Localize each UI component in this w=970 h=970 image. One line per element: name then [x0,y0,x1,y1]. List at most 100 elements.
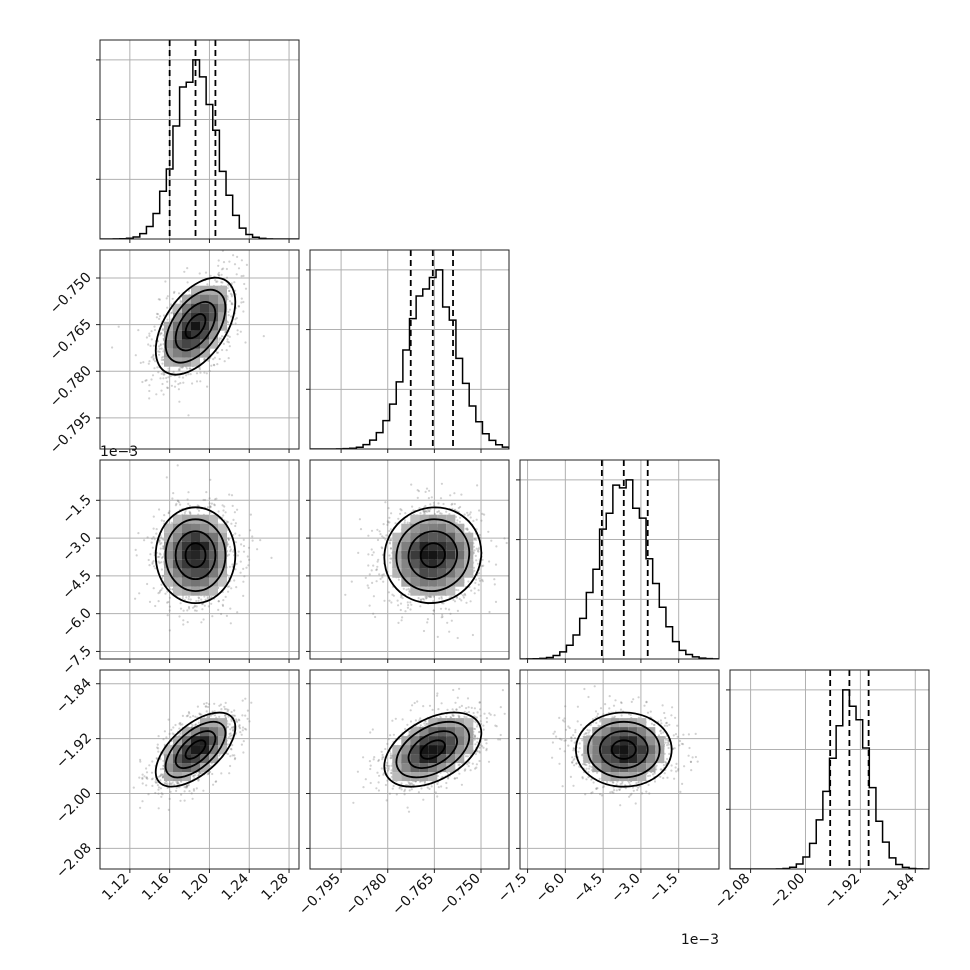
sample-point [164,592,167,595]
sample-point [389,547,393,550]
sample-point [230,587,233,590]
sample-point [162,329,165,332]
sample-point [150,378,153,381]
sample-point [188,510,191,513]
sample-point [204,598,207,601]
density-cell [209,303,218,313]
sample-point [473,592,476,595]
sample-point [256,548,259,551]
sample-point [217,341,220,344]
sample-point [226,585,229,588]
density-cell [437,586,447,596]
sample-point [230,719,233,723]
sample-point [157,592,160,595]
sample-point [242,594,245,598]
sample-point [242,550,246,553]
sample-point [228,732,231,736]
sample-point [242,538,245,542]
sample-point [226,338,229,341]
density-cell [200,303,209,313]
sample-point [481,512,484,516]
sample-point [208,369,211,373]
sample-point [208,502,211,505]
sample-point [111,346,114,349]
sample-point [218,339,221,342]
sample-point [174,504,177,507]
sample-point [241,726,245,729]
sample-point [448,630,451,633]
sample-point [134,597,137,600]
sample-point [389,528,392,531]
sample-point [163,514,166,517]
sample-point [418,507,421,510]
sample-point [469,511,472,514]
density-cell [446,523,456,533]
density-cell [200,550,209,560]
sample-point [379,533,382,536]
sample-point [227,590,230,593]
sample-point [157,807,160,810]
sample-point [399,512,402,515]
sample-point [388,539,391,542]
sample-point [157,560,160,563]
sample-point [432,612,435,616]
panel-frame [519,459,720,660]
histogram-step [310,269,509,449]
sample-point [202,789,205,792]
density-cell [455,523,465,533]
sample-point [160,372,163,375]
sample-point [178,376,181,379]
sample-point [416,496,419,499]
sample-point [440,616,443,619]
sample-point [206,715,210,718]
sample-point [158,353,161,356]
density-cell [200,577,209,587]
sample-point [151,760,154,763]
sample-point [459,505,462,509]
sample-point [160,358,163,361]
sample-point [150,541,153,544]
sample-point [181,376,185,379]
sample-point [197,509,201,512]
density-cell [437,532,447,542]
sample-point [475,578,478,581]
sample-point [231,563,234,566]
sample-point [243,727,247,730]
sample-point [156,746,159,749]
sample-point [437,502,440,505]
sample-point [196,504,199,507]
sample-point [204,498,207,502]
sample-point [143,539,146,542]
sample-point [175,502,178,505]
panel-frame [309,249,510,450]
sample-point [478,509,481,512]
sample-point [166,306,169,309]
density-cell [182,339,191,349]
density-cell [218,559,227,569]
sample-point [367,553,370,556]
sample-point [389,557,392,560]
sample-point [400,619,403,622]
sample-point [381,547,384,550]
sample-point [453,502,456,506]
sample-point [157,298,160,301]
density-cell [209,586,218,596]
sample-point [472,566,475,569]
sample-point [163,730,166,733]
sample-point [460,493,463,496]
sample-point [193,605,196,608]
sample-point [424,490,427,493]
sample-point [457,506,460,510]
sample-point [157,345,161,348]
sample-point [457,589,460,592]
sample-point [195,372,199,375]
sample-point [224,331,227,334]
sample-point [399,608,402,612]
sample-point [217,264,220,267]
sample-point [436,510,439,514]
sample-point [223,505,226,508]
sample-point [378,573,381,576]
sample-point [234,532,237,535]
sample-point [159,547,162,550]
density-cell [173,303,182,313]
